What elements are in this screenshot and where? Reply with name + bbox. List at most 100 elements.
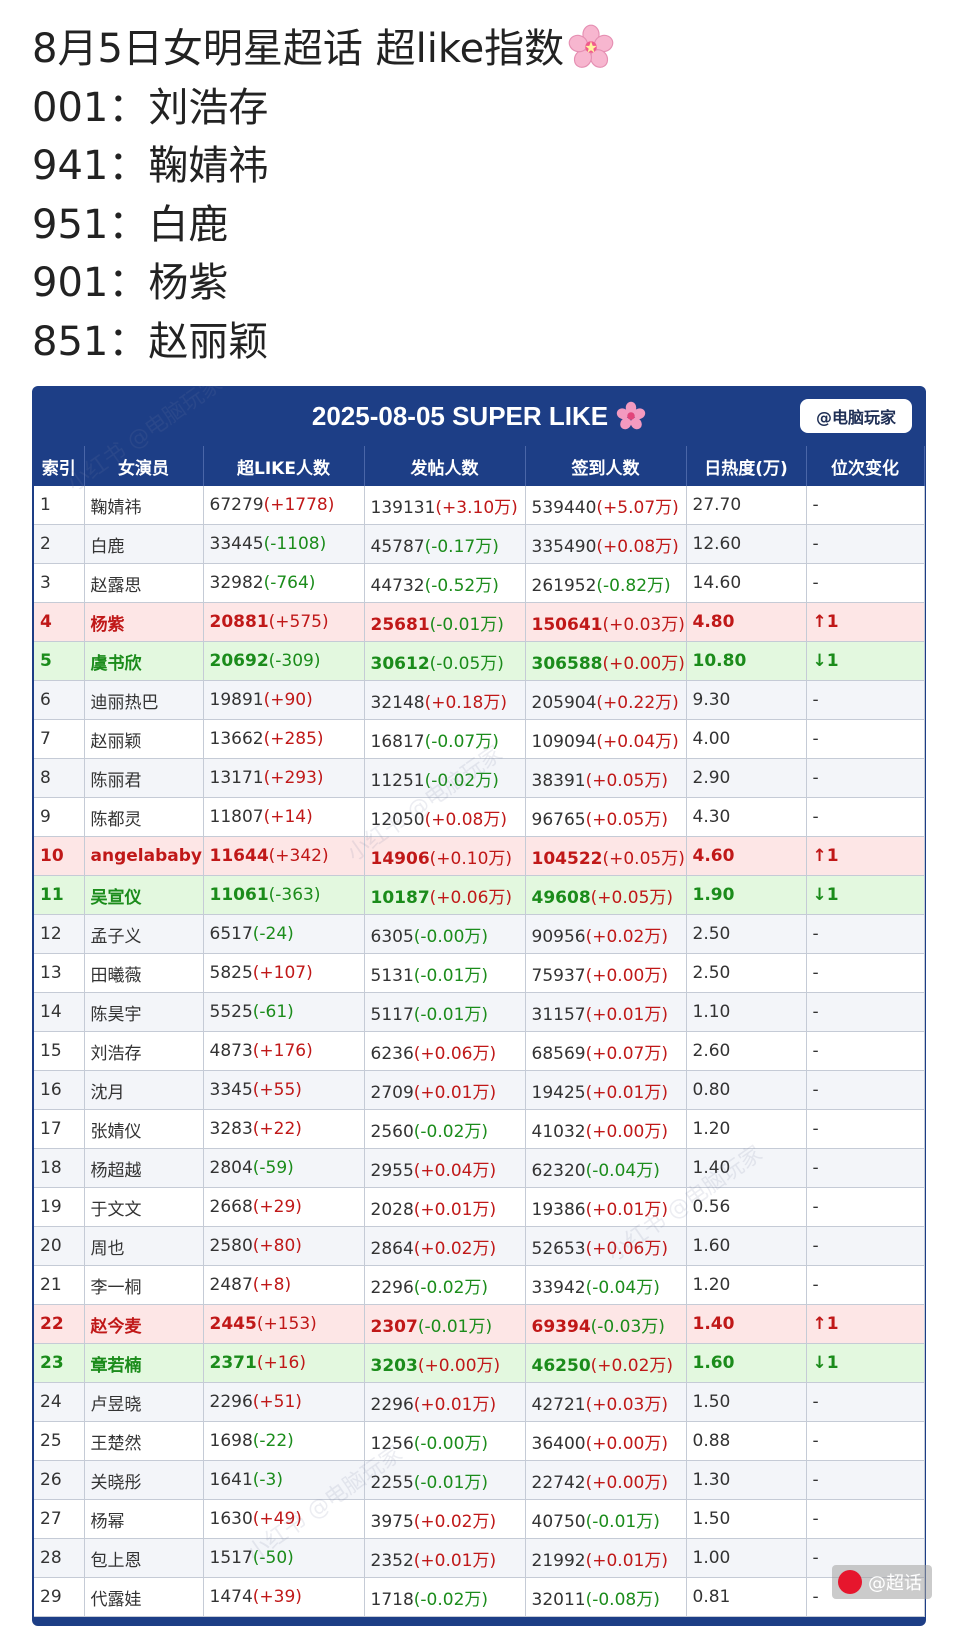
actress-name: 赵露思: [90, 575, 142, 596]
posts-value: 11251: [370, 770, 425, 791]
cell-checkins: 69394(-0.03万): [525, 1304, 687, 1344]
header-daily-heat: 日热度(万): [686, 446, 807, 486]
cell-checkins: 42721(+0.03万): [525, 1382, 687, 1422]
header-actress: 女演员: [84, 446, 204, 486]
superlike-value: 2487: [209, 1275, 253, 1295]
checkins-delta: (+0.03万): [585, 1394, 668, 1415]
cell-daily-heat: 4.80: [686, 602, 807, 642]
superlike-value: 6517: [209, 924, 253, 944]
cell-checkins: 335490(+0.08万): [525, 524, 687, 564]
checkins-delta: (+0.05万): [585, 809, 668, 830]
superlike-value: 1630: [209, 1509, 253, 1529]
actress-name: 周也: [90, 1238, 125, 1259]
cell-index: 9: [34, 797, 85, 837]
cell-posts: 45787(-0.17万): [364, 524, 526, 564]
cell-rank-change: -: [806, 1070, 925, 1110]
checkins-value: 52653: [531, 1238, 586, 1259]
rank-change-value: ↑1: [812, 612, 839, 632]
daily-heat-value: 1.20: [692, 1275, 731, 1295]
cell-checkins: 68569(+0.07万): [525, 1031, 687, 1071]
daily-heat-value: 4.80: [692, 612, 735, 632]
table-row: 28 包上恩 1517(-50) 2352(+0.01万) 21992(+0.01万) 1…: [34, 1538, 925, 1578]
cell-index: 26: [34, 1460, 85, 1500]
posts-delta: (+0.01万): [413, 1199, 497, 1220]
cell-index: 5: [34, 641, 85, 681]
table-row: 15 刘浩存 4873(+176) 6236(+0.06万) 68569(+0.07万)…: [34, 1031, 925, 1071]
posts-value: 139131: [370, 497, 436, 518]
table-title-text: 2025-08-05 SUPER LIKE: [311, 400, 609, 431]
cell-posts: 2560(-0.02万): [364, 1109, 526, 1149]
cell-posts: 6305(-0.00万): [364, 914, 526, 954]
posts-delta: (-0.17万): [424, 536, 499, 557]
cell-checkins: 52653(+0.06万): [525, 1226, 687, 1266]
checkins-value: 306588: [531, 653, 603, 674]
cell-superlike: 5825(+107): [203, 953, 365, 993]
superlike-value: 33445: [209, 534, 264, 554]
cell-superlike: 20692(-309): [203, 641, 365, 681]
superlike-delta: (-764): [263, 573, 316, 593]
posts-value: 6236: [370, 1043, 414, 1064]
index-value: 6: [40, 690, 51, 710]
posts-value: 2955: [370, 1160, 414, 1181]
superlike-value: 5825: [209, 963, 253, 983]
daily-heat-value: 0.81: [692, 1587, 731, 1607]
checkins-delta: (+0.00万): [602, 653, 685, 674]
index-value: 19: [40, 1197, 62, 1217]
cell-daily-heat: 1.10: [686, 992, 807, 1032]
posts-delta: (-0.00万): [413, 1433, 489, 1454]
cell-superlike: 6517(-24): [203, 914, 365, 954]
posts-value: 14906: [370, 848, 430, 869]
cell-rank-change: -: [806, 1109, 925, 1149]
cell-checkins: 109094(+0.04万): [525, 719, 687, 759]
rank-change-value: -: [812, 924, 819, 944]
cell-checkins: 46250(+0.02万): [525, 1343, 687, 1383]
cell-posts: 2955(+0.04万): [364, 1148, 526, 1188]
cell-checkins: 33942(-0.04万): [525, 1265, 687, 1305]
posts-value: 3203: [370, 1355, 418, 1376]
posts-delta: (-0.07万): [424, 731, 499, 752]
cell-daily-heat: 12.60: [686, 524, 807, 564]
cell-superlike: 2804(-59): [203, 1148, 365, 1188]
cell-checkins: 75937(+0.00万): [525, 953, 687, 993]
cell-posts: 1718(-0.02万): [364, 1577, 526, 1617]
cell-posts: 2307(-0.01万): [364, 1304, 526, 1344]
cell-daily-heat: 9.30: [686, 680, 807, 720]
cell-posts: 2296(-0.02万): [364, 1265, 526, 1305]
cell-checkins: 104522(+0.05万): [525, 836, 687, 876]
checkins-value: 539440: [531, 497, 597, 518]
checkins-value: 42721: [531, 1394, 586, 1415]
cell-superlike: 2487(+8): [203, 1265, 365, 1305]
daily-heat-value: 4.30: [692, 807, 731, 827]
table-row: 21 李一桐 2487(+8) 2296(-0.02万) 33942(-0.04万) 1.…: [34, 1265, 925, 1305]
superlike-value: 19891: [209, 690, 264, 710]
actress-name: 包上恩: [90, 1550, 142, 1571]
cell-posts: 16817(-0.07万): [364, 719, 526, 759]
posts-value: 44732: [370, 575, 425, 596]
cell-daily-heat: 2.50: [686, 953, 807, 993]
table-header-row: 索引 女演员 超LIKE人数 发帖人数 签到人数 日热度(万) 位次变化: [34, 446, 925, 486]
table-row: 1 鞠婧祎 67279(+1778) 139131(+3.10万) 539440(+5.…: [34, 486, 925, 525]
checkins-value: 96765: [531, 809, 586, 830]
cell-actress: 包上恩: [84, 1538, 204, 1578]
rank-change-value: ↑1: [812, 846, 839, 866]
cell-checkins: 205904(+0.22万): [525, 680, 687, 720]
cell-rank-change: -: [806, 1187, 925, 1227]
actress-name: 王楚然: [90, 1433, 142, 1454]
daily-heat-value: 1.30: [692, 1470, 731, 1490]
post-title: 8月5日女明星超话 超like指数: [32, 20, 614, 79]
checkins-value: 261952: [531, 575, 597, 596]
weibo-watermark: @超话: [832, 1565, 932, 1599]
cell-actress: angelababy: [84, 836, 204, 876]
cell-index: 3: [34, 563, 85, 603]
posts-delta: (+0.08万): [424, 809, 507, 830]
actress-name: 杨紫: [90, 614, 125, 635]
posts-value: 6305: [370, 926, 414, 947]
cell-superlike: 3345(+55): [203, 1070, 365, 1110]
checkins-delta: (+0.07万): [585, 1043, 668, 1064]
checkins-value: 38391: [531, 770, 586, 791]
daily-heat-value: 0.56: [692, 1197, 731, 1217]
posts-delta: (+0.04万): [413, 1160, 497, 1181]
posts-delta: (+0.01万): [413, 1550, 497, 1571]
posts-delta: (+0.00万): [417, 1355, 501, 1376]
posts-value: 2255: [370, 1472, 414, 1493]
